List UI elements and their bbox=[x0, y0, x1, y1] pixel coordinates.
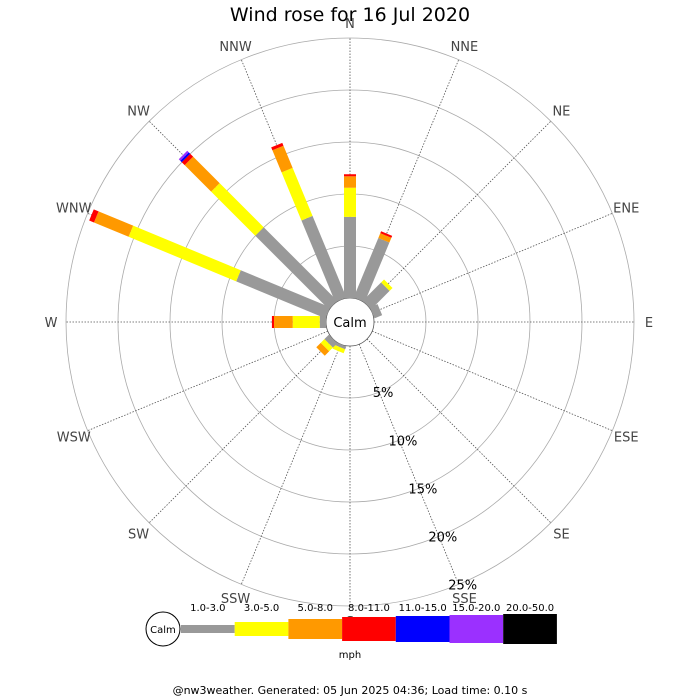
ring-25 bbox=[65, 37, 635, 607]
bar-n-3-0-5-0 bbox=[344, 187, 356, 217]
bar-wnw-3-0-5-0 bbox=[128, 225, 241, 282]
direction-label-nnw: NNW bbox=[219, 40, 251, 55]
spoke-sw bbox=[148, 338, 334, 524]
legend-label-5-0-8-0: 5.0-8.0 bbox=[298, 603, 333, 614]
bar-ene-1-0-3-0 bbox=[369, 304, 383, 319]
bar-w-8-0-11-0 bbox=[271, 316, 274, 328]
direction-label-nw: NW bbox=[127, 105, 150, 120]
direction-label-se: SE bbox=[553, 527, 569, 542]
legend-swatch-5-0-8-0 bbox=[288, 619, 343, 639]
direction-label-ese: ESE bbox=[614, 430, 639, 445]
legend-label-3-0-5-0: 3.0-5.0 bbox=[244, 603, 279, 614]
bar-n-1-0-3-0 bbox=[344, 216, 356, 298]
bar-n-8-0-11-0 bbox=[344, 174, 356, 177]
direction-label-sw: SW bbox=[128, 527, 149, 542]
direction-label-sse: SSE bbox=[452, 592, 477, 607]
bar-ssw-1-0-3-0 bbox=[334, 341, 347, 350]
bar-nnw-5-0-8-0 bbox=[272, 145, 293, 173]
bar-wnw-1-0-3-0 bbox=[236, 270, 331, 319]
bar-nne-5-0-8-0 bbox=[378, 233, 392, 243]
legend-label-8-0-11-0: 8.0-11.0 bbox=[348, 603, 390, 614]
legend-label-1-0-3-0: 1.0-3.0 bbox=[190, 603, 225, 614]
bar-w-5-0-8-0 bbox=[274, 316, 293, 328]
spoke-ssw bbox=[240, 344, 342, 585]
direction-label-nne: NNE bbox=[451, 40, 479, 55]
legend-swatch-8-0-11-0 bbox=[342, 617, 396, 641]
speed-legend: Calm 1.0-3.0 3.0-5.0 5.0-8.0 8.0-11.0 11.0-15… bbox=[145, 603, 557, 661]
bar-w-3-0-5-0 bbox=[292, 316, 320, 328]
direction-label-wsw: WSW bbox=[57, 430, 91, 445]
bar-n-5-0-8-0 bbox=[344, 176, 356, 188]
bar-nne-8-0-11-0 bbox=[380, 231, 393, 238]
bar-nne-1-0-3-0 bbox=[353, 237, 390, 303]
bar-sw-5-0-8-0 bbox=[316, 342, 330, 356]
bar-nw-15-0-20-0 bbox=[178, 150, 189, 161]
direction-label-wnw: WNW bbox=[56, 202, 92, 217]
bar-ssw-3-0-5-0 bbox=[332, 344, 346, 354]
direction-label-n: N bbox=[345, 17, 355, 32]
legend-calm-label: Calm bbox=[150, 625, 176, 636]
direction-label-e: E bbox=[645, 316, 653, 331]
direction-label-w: W bbox=[45, 316, 58, 331]
bar-nnw-8-0-11-0 bbox=[271, 142, 284, 151]
legend-swatch-3-0-5-0 bbox=[234, 622, 289, 636]
bar-nw-5-0-8-0 bbox=[184, 156, 220, 192]
legend-unit-label: mph bbox=[339, 650, 361, 661]
chart-title: Wind rose for 16 Jul 2020 bbox=[229, 4, 471, 26]
spoke-wsw bbox=[87, 330, 328, 432]
direction-label-ene: ENE bbox=[613, 202, 639, 217]
bar-nnw-3-0-5-0 bbox=[281, 167, 313, 221]
legend-swatch-15-0-20-0 bbox=[449, 615, 504, 643]
legend-swatch-20-0-50-0 bbox=[503, 614, 557, 644]
bar-sw-3-0-5-0 bbox=[320, 339, 333, 352]
bar-nw-8-0-11-0 bbox=[181, 153, 194, 166]
wind-bars bbox=[89, 142, 393, 356]
footer-text: @nw3weather. Generated: 05 Jun 2025 04:3… bbox=[172, 684, 528, 697]
spoke-sse bbox=[358, 344, 460, 585]
bar-ne-1-0-3-0 bbox=[362, 282, 390, 310]
calm-label: Calm bbox=[333, 316, 366, 331]
ring-label-15: 15% bbox=[408, 482, 437, 497]
ring-label-20: 20% bbox=[428, 530, 457, 545]
bar-ne-3-0-5-0 bbox=[381, 279, 393, 291]
direction-label-ssw: SSW bbox=[221, 592, 251, 607]
legend-swatch-1-0-3-0 bbox=[181, 625, 235, 633]
legend-calm-circle bbox=[145, 611, 181, 647]
direction-label-ne: NE bbox=[552, 105, 570, 120]
spoke-se bbox=[366, 338, 552, 524]
bar-w-1-0-3-0 bbox=[319, 316, 326, 328]
spoke-ne bbox=[366, 120, 552, 306]
axis-labels: NNNENEENEEESESESSESSSWSWWSWWWNWNWNNWCalm… bbox=[45, 17, 654, 630]
legend-label-20-0-50-0: 20.0-50.0 bbox=[506, 603, 554, 614]
bar-nw-11-0-15-0 bbox=[180, 152, 191, 163]
spoke-ene bbox=[372, 212, 613, 314]
bar-nnw-1-0-3-0 bbox=[301, 215, 347, 303]
spoke-ese bbox=[372, 330, 613, 432]
legend-swatch-11-0-15-0 bbox=[395, 616, 450, 642]
bar-nw-3-0-5-0 bbox=[211, 183, 264, 236]
bar-wnw-8-0-11-0 bbox=[89, 209, 99, 223]
legend-label-11-0-15-0: 11.0-15.0 bbox=[399, 603, 447, 614]
bar-sw-1-0-3-0 bbox=[324, 334, 338, 348]
bar-wnw-5-0-8-0 bbox=[93, 211, 134, 237]
ring-label-5: 5% bbox=[373, 386, 394, 401]
ring-label-25: 25% bbox=[448, 578, 477, 593]
legend-label-15-0-20-0: 15.0-20.0 bbox=[452, 603, 500, 614]
ring-label-10: 10% bbox=[389, 434, 418, 449]
bar-nw-1-0-3-0 bbox=[255, 227, 338, 310]
